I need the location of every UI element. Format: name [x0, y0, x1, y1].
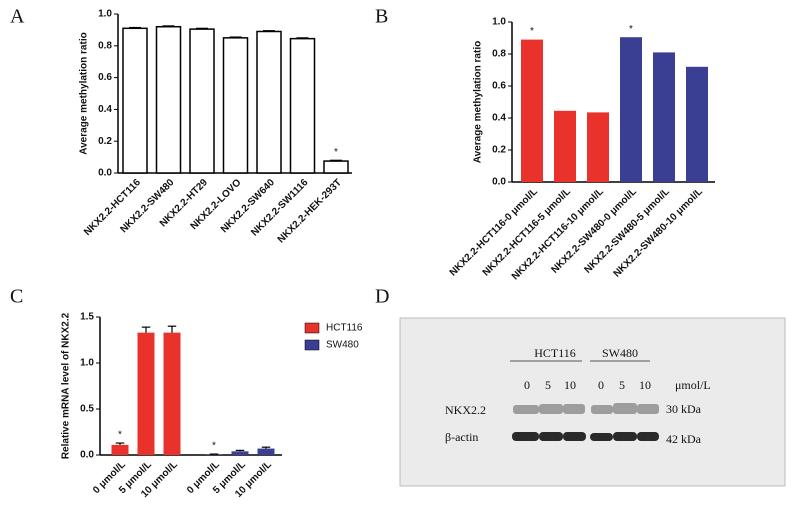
y-tick-label: 0.2 [98, 136, 112, 147]
y-axis-label: Relative mRNA level of NKX2.2 [61, 312, 72, 459]
lane-label: 5 [545, 378, 551, 392]
group-label: SW480 [602, 346, 638, 360]
y-tick-label: 1.5 [80, 312, 94, 323]
legend-swatch [304, 322, 320, 334]
legend-label: SW480 [326, 340, 359, 351]
bar [653, 52, 675, 183]
bar [289, 37, 316, 174]
y-tick-label: 0.6 [492, 81, 506, 92]
size-label: 30 kDa [666, 402, 702, 416]
lane-label: 10 [564, 378, 576, 392]
size-label: 42 kDa [666, 432, 702, 446]
y-tick-label: 0.8 [492, 49, 506, 60]
bar [554, 110, 576, 182]
y-tick-label: 1.0 [492, 17, 506, 28]
annotation: * [212, 441, 216, 452]
bar [323, 160, 349, 174]
x-tick-label: NKX2.2-HCT116 [82, 177, 143, 238]
y-tick-label: 0.2 [492, 145, 506, 156]
blot-image [399, 317, 786, 487]
y-tick-label: 0.0 [98, 168, 112, 179]
bar [686, 66, 708, 182]
y-tick-label: 0.0 [80, 450, 94, 461]
y-tick-label: 0.4 [98, 104, 112, 115]
x-tick-label: NKX2.2-SW1116 [249, 177, 311, 239]
bar [137, 332, 155, 455]
panel-letter: C [10, 286, 23, 308]
lane-label: 5 [619, 378, 625, 392]
legend-swatch [304, 339, 320, 351]
legend-label: HCT116 [326, 323, 363, 334]
bar [620, 37, 642, 183]
annotation: * [334, 147, 338, 158]
group-label: HCT116 [534, 346, 576, 360]
row-label: NKX2.2 [445, 403, 486, 417]
bar [122, 27, 148, 174]
row-label: β-actin [445, 430, 478, 444]
actin-bands [512, 432, 659, 441]
panel-letter: A [10, 6, 25, 28]
annotation: * [629, 24, 633, 35]
y-tick-label: 1.0 [80, 358, 94, 369]
y-axis-label: Average methylation ratio [79, 32, 90, 154]
bar [155, 25, 182, 174]
lane-label: 0 [598, 378, 604, 392]
y-tick-label: 1.0 [98, 9, 112, 20]
bar [521, 39, 543, 182]
blot-background [399, 317, 786, 487]
bar [111, 444, 129, 455]
bar [231, 451, 249, 455]
panel-letter: B [375, 6, 388, 28]
y-tick-label: 0.4 [492, 113, 506, 124]
y-axis-label: Average methylation ratio [473, 41, 484, 163]
bar [257, 448, 275, 455]
y-tick-label: 0.8 [98, 40, 112, 51]
bar [587, 112, 609, 182]
lane-label: 0 [524, 378, 530, 392]
unit-label: μmol/L [675, 378, 711, 392]
bar [163, 332, 181, 455]
bar [256, 30, 282, 174]
x-tick-label: NKX2.2-HEK-293T [276, 177, 344, 245]
lane-label: 10 [639, 378, 651, 392]
bar [222, 37, 249, 174]
nkx-bands [513, 403, 659, 414]
annotation: * [530, 26, 534, 37]
annotation: * [118, 430, 122, 441]
y-tick-label: 0.6 [98, 72, 112, 83]
bar [189, 28, 215, 174]
y-tick-label: 0.0 [492, 177, 506, 188]
panel-letter: D [375, 286, 389, 308]
y-tick-label: 0.5 [80, 404, 94, 415]
